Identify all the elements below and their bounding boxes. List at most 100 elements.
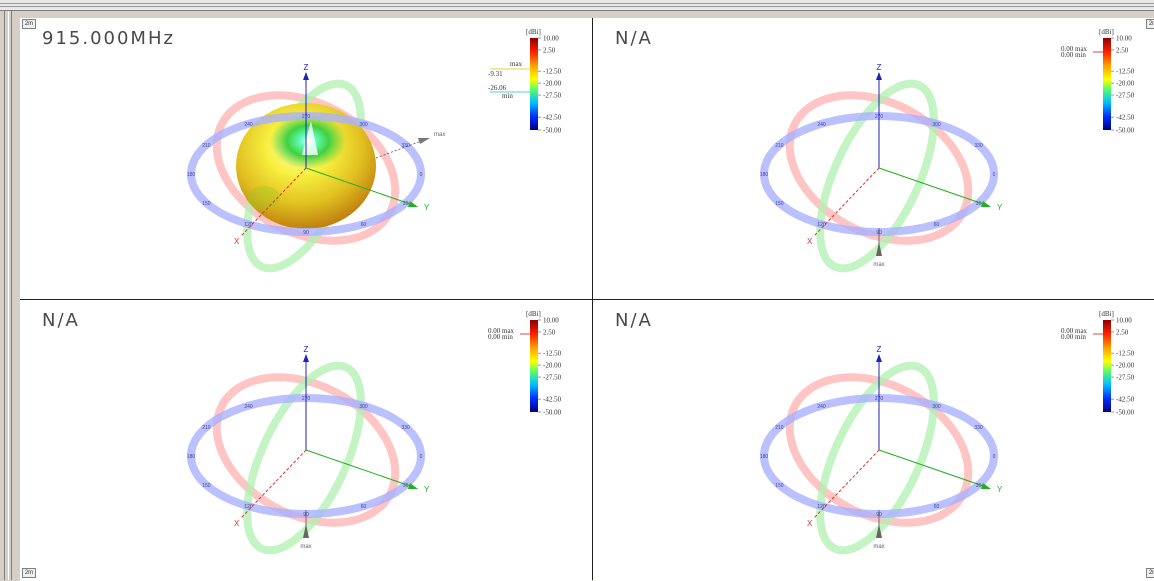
zoom-tag-bottom-right[interactable]: 2m	[1146, 568, 1154, 578]
pane-divider-horizontal	[20, 299, 1154, 300]
x-axis-label: X	[234, 519, 240, 528]
y-axis	[878, 449, 990, 489]
x-axis	[240, 167, 307, 237]
zoom-tag-bottom-left[interactable]: 2m	[22, 568, 36, 578]
colorbar-unit: [dBi]	[1099, 310, 1114, 318]
pattern-graphic-mark	[248, 186, 280, 210]
pattern-3d-view[interactable]: 0306090120150180210240270300330ZYXmax[dB…	[20, 300, 592, 581]
pattern-max-marker-label: max	[873, 262, 884, 268]
pattern-3d-view[interactable]: 0306090120150180210240270300330ZYXmax[dB…	[20, 18, 592, 299]
colorbar-tick-label: 10.00	[1116, 35, 1132, 43]
x-axis	[813, 167, 880, 237]
max-label: max	[502, 327, 515, 335]
x-axis	[240, 449, 307, 519]
frequency-title: N/A	[42, 310, 80, 331]
azimuth-tick-label: 210	[202, 425, 211, 431]
azimuth-tick-label: 240	[244, 404, 253, 410]
colorbar-tick-label: -50.00	[1116, 409, 1135, 417]
min-value: 0.00	[1061, 333, 1074, 341]
colorbar-tick-label: -12.50	[1116, 350, 1135, 358]
azimuth-tick-label: 330	[974, 425, 983, 431]
pattern-pane-3[interactable]: N/A0306090120150180210240270300330ZYXmax…	[20, 300, 592, 581]
azimuth-tick-label: 330	[401, 425, 410, 431]
elevation-ring-yz	[816, 361, 938, 555]
zoom-tag-top-left[interactable]: 2m	[22, 19, 36, 29]
azimuth-tick-label: 300	[932, 404, 941, 410]
left-splitter[interactable]	[0, 11, 14, 580]
pattern-3d-view[interactable]: 0306090120150180210240270300330ZYXmax[dB…	[593, 300, 1154, 581]
azimuth-tick-label: 150	[202, 483, 211, 489]
colorbar-tick-label: -42.50	[1116, 114, 1135, 122]
z-axis-label: Z	[304, 345, 309, 354]
pattern-view-grid: 915.000MHz030609012015018021024027030033…	[20, 18, 1154, 581]
colorbar-tick-label: 2.50	[543, 328, 556, 336]
colorbar-tick-label: -42.50	[543, 114, 562, 122]
azimuth-tick-label: 60	[361, 222, 367, 228]
azimuth-tick-label: 90	[303, 230, 309, 236]
colorbar-tick-label: -20.00	[543, 80, 562, 88]
colorbar-tick-label: 2.50	[1116, 328, 1129, 336]
azimuth-tick-label: 180	[760, 454, 769, 460]
pattern-graphic-mark	[375, 139, 425, 159]
colorbar-tick-label: -27.50	[1116, 374, 1135, 382]
azimuth-tick-label: 180	[187, 454, 196, 460]
pattern-graphic-mark	[418, 138, 430, 144]
colorbar-tick-label: 2.50	[543, 46, 556, 54]
y-axis	[305, 167, 417, 207]
colorbar-tick-label: 10.00	[1116, 317, 1132, 325]
colorbar-tick-label: 10.00	[543, 317, 559, 325]
y-axis-label: Y	[997, 485, 1003, 494]
azimuth-tick-label: 0	[993, 454, 996, 460]
azimuth-tick-label: 240	[817, 122, 826, 128]
x-axis	[813, 449, 880, 519]
azimuth-tick-label: 210	[775, 425, 784, 431]
min-value: 0.00	[488, 333, 501, 341]
colorbar	[1103, 320, 1111, 412]
z-axis-label: Z	[877, 345, 882, 354]
pattern-graphic-mark	[876, 524, 882, 538]
pattern-max-marker-label: max	[873, 544, 884, 550]
pattern-graphic-mark	[408, 483, 418, 489]
azimuth-tick-label: 60	[934, 222, 940, 228]
colorbar-tick-label: -12.50	[543, 350, 562, 358]
azimuth-tick-label: 210	[775, 143, 784, 149]
pattern-pane-2[interactable]: N/A0306090120150180210240270300330ZYXmax…	[593, 18, 1154, 299]
colorbar-tick-label: -12.50	[543, 68, 562, 76]
colorbar-tick-label: -42.50	[543, 396, 562, 404]
azimuth-tick-label: 30	[403, 201, 409, 207]
colorbar-tick-label: -50.00	[1116, 127, 1135, 135]
colorbar-tick-label: -27.50	[543, 374, 562, 382]
colorbar-unit: [dBi]	[526, 310, 541, 318]
z-axis-label: Z	[304, 63, 309, 72]
colorbar-tick-label: -20.00	[1116, 362, 1135, 370]
max-value: 0.00	[1061, 327, 1074, 335]
y-axis-label: Y	[997, 203, 1003, 212]
colorbar-unit: [dBi]	[1099, 28, 1114, 36]
max-label: max	[510, 60, 523, 68]
y-axis	[305, 449, 417, 489]
x-axis-label: X	[234, 237, 240, 246]
top-toolbar-edge	[0, 0, 1154, 11]
pattern-max-marker-label: max	[434, 132, 445, 138]
pattern-pane-4[interactable]: N/A0306090120150180210240270300330ZYXmax…	[593, 300, 1154, 581]
pattern-graphic-mark	[303, 354, 309, 362]
min-label: min	[502, 333, 513, 341]
colorbar	[530, 320, 538, 412]
colorbar-unit: [dBi]	[526, 28, 541, 36]
azimuth-tick-label: 300	[359, 404, 368, 410]
pattern-pane-1[interactable]: 915.000MHz030609012015018021024027030033…	[20, 18, 592, 299]
azimuth-tick-label: 0	[420, 172, 423, 178]
pattern-graphic-mark	[981, 483, 991, 489]
azimuth-tick-label: 60	[934, 504, 940, 510]
azimuth-tick-label: 150	[775, 483, 784, 489]
z-axis-label: Z	[877, 63, 882, 72]
colorbar-tick-label: -42.50	[1116, 396, 1135, 404]
x-axis-label: X	[807, 519, 813, 528]
min-value: -26.06	[488, 84, 507, 92]
pattern-3d-view[interactable]: 0306090120150180210240270300330ZYXmax[dB…	[593, 18, 1154, 299]
azimuth-tick-label: 210	[202, 143, 211, 149]
y-axis-label: Y	[424, 203, 430, 212]
azimuth-tick-label: 120	[817, 222, 826, 228]
zoom-tag-top-right[interactable]: 2m	[1146, 19, 1154, 29]
x-axis-label: X	[807, 237, 813, 246]
